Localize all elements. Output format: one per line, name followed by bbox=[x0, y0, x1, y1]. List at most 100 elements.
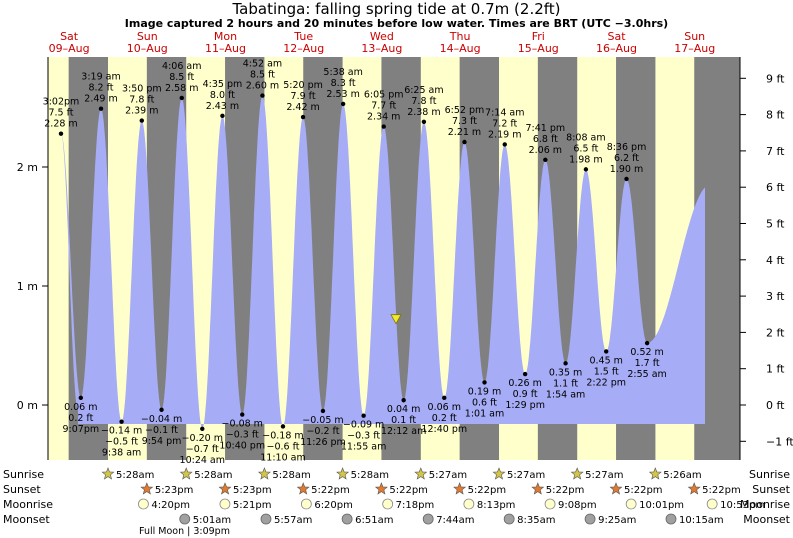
moonset-time: 5:01am bbox=[193, 515, 231, 526]
sunset-time: 5:23pm bbox=[233, 485, 272, 496]
sunrise-time: 5:27am bbox=[585, 470, 623, 481]
low-tide-ft: 0.2 ft bbox=[432, 413, 457, 424]
moonrise-time: 8:13pm bbox=[477, 500, 516, 511]
high-tide-time: 7:41 pm bbox=[526, 123, 566, 134]
moonset-icon bbox=[422, 513, 434, 525]
sunset-star-icon bbox=[140, 482, 154, 495]
low-tide-ft: −0.3 ft bbox=[226, 430, 259, 441]
low-tide-point bbox=[200, 426, 205, 431]
low-tide-m: 0.04 m bbox=[387, 404, 420, 415]
low-tide-ft: 1.5 ft bbox=[594, 366, 619, 377]
sunset-row-label: Sunset bbox=[752, 483, 790, 496]
y-right-tick-label: 8 ft bbox=[766, 109, 785, 122]
moonrise-time: 9:08pm bbox=[558, 500, 597, 511]
moonrise-icon bbox=[219, 498, 231, 510]
low-tide-time: 11:26 pm bbox=[300, 437, 346, 448]
moonrise-icon bbox=[544, 498, 556, 510]
high-tide-point bbox=[98, 106, 104, 111]
low-tide-time: 12:12 am bbox=[381, 426, 426, 437]
high-tide-time: 3:50 pm bbox=[122, 84, 162, 95]
low-tide-ft: −0.5 ft bbox=[105, 437, 138, 448]
sunrise-star-icon bbox=[570, 467, 584, 480]
high-tide-point bbox=[340, 101, 346, 107]
high-tide-m: 2.28 m bbox=[44, 119, 77, 130]
low-tide-time: 2:55 am bbox=[627, 369, 666, 380]
high-tide-time: 6:25 am bbox=[404, 85, 443, 96]
y-left-tick-label: 0 m bbox=[17, 399, 38, 412]
high-tide-time: 4:06 am bbox=[162, 61, 201, 72]
high-tide-point bbox=[260, 93, 265, 98]
high-tide-m: 2.58 m bbox=[165, 83, 198, 94]
low-tide-time: 2:22 pm bbox=[586, 377, 626, 388]
moonrise-time: 10:53pm bbox=[720, 500, 765, 511]
chart-title: Tabatinga: falling spring tide at 0.7m (… bbox=[232, 0, 561, 18]
sunrise-star-icon bbox=[492, 467, 506, 480]
moonrise-time: 5:21pm bbox=[233, 500, 272, 511]
day-name-label: Mon bbox=[214, 30, 237, 43]
high-tide-time: 4:35 pm bbox=[203, 79, 243, 90]
high-tide-point bbox=[300, 114, 306, 120]
high-tide-ft: 6.8 ft bbox=[533, 134, 558, 145]
day-name-label: Tue bbox=[293, 30, 313, 43]
high-tide-ft: 8.3 ft bbox=[331, 78, 356, 89]
high-tide-point bbox=[381, 124, 386, 129]
low-tide-point bbox=[240, 412, 245, 417]
y-right-tick-label: 9 ft bbox=[766, 72, 785, 85]
moonset-icon bbox=[260, 513, 272, 525]
high-tide-ft: 7.8 ft bbox=[129, 95, 154, 106]
day-date-label: 10–Aug bbox=[127, 42, 168, 55]
low-tide-ft: 1.7 ft bbox=[635, 358, 660, 369]
moonrise-icon bbox=[300, 498, 312, 510]
sunrise-time: 5:26am bbox=[663, 470, 701, 481]
day-name-label: Sun bbox=[684, 30, 705, 43]
high-tide-ft: 7.5 ft bbox=[48, 108, 73, 119]
high-tide-time: 5:20 pm bbox=[283, 80, 323, 91]
moonset-time: 8:35am bbox=[517, 515, 555, 526]
sunset-star-icon bbox=[453, 482, 467, 495]
sunrise-time: 5:28am bbox=[194, 470, 232, 481]
moonrise-row-label: Moonrise bbox=[3, 498, 53, 511]
high-tide-ft: 7.8 ft bbox=[411, 96, 436, 107]
day-date-label: 13–Aug bbox=[361, 42, 402, 55]
day-name-label: Sat bbox=[60, 30, 79, 43]
low-tide-m: −0.20 m bbox=[182, 433, 223, 444]
moonrise-row-label: Moonrise bbox=[740, 498, 790, 511]
sunset-time: 5:22pm bbox=[468, 485, 507, 496]
moonrise-icon bbox=[625, 498, 637, 510]
day-date-label: 14–Aug bbox=[440, 42, 481, 55]
high-tide-time: 4:52 am bbox=[243, 59, 282, 70]
high-tide-ft: 6.5 ft bbox=[573, 143, 598, 154]
sunrise-star-icon bbox=[257, 467, 271, 480]
sunset-time: 5:22pm bbox=[546, 485, 585, 496]
y-right-tick-label: −1 ft bbox=[766, 435, 793, 448]
high-tide-m: 2.06 m bbox=[529, 145, 562, 156]
moonset-row-label: Moonset bbox=[3, 513, 50, 526]
low-tide-point bbox=[401, 398, 406, 403]
high-tide-ft: 7.7 ft bbox=[371, 101, 396, 112]
sunrise-time: 5:28am bbox=[351, 470, 389, 481]
high-tide-time: 8:08 am bbox=[566, 132, 605, 143]
high-tide-point bbox=[583, 167, 589, 172]
low-tide-m: 0.45 m bbox=[589, 355, 622, 366]
low-tide-point bbox=[604, 349, 609, 354]
high-tide-ft: 7.9 ft bbox=[291, 91, 316, 102]
low-tide-ft: 0.1 ft bbox=[391, 415, 416, 426]
high-tide-ft: 7.3 ft bbox=[452, 116, 477, 127]
y-right-tick-label: 1 ft bbox=[766, 363, 785, 376]
low-tide-point bbox=[320, 408, 326, 414]
low-tide-ft: 0.2 ft bbox=[68, 413, 93, 424]
moonset-icon bbox=[665, 513, 677, 525]
high-tide-point bbox=[543, 157, 548, 163]
high-tide-m: 2.21 m bbox=[448, 127, 481, 138]
y-right-tick-label: 7 ft bbox=[766, 145, 785, 158]
high-tide-point bbox=[462, 139, 467, 145]
low-tide-m: 0.06 m bbox=[428, 402, 461, 413]
low-tide-m: −0.05 m bbox=[302, 415, 343, 426]
low-tide-time: 9:07pm bbox=[62, 424, 99, 435]
sunrise-row-label: Sunrise bbox=[3, 468, 44, 481]
high-tide-m: 2.42 m bbox=[286, 102, 319, 113]
high-tide-m: 2.34 m bbox=[367, 112, 400, 123]
moonrise-time: 10:01pm bbox=[639, 500, 684, 511]
moonrise-time: 6:20pm bbox=[314, 500, 353, 511]
moonset-time: 7:44am bbox=[436, 515, 474, 526]
